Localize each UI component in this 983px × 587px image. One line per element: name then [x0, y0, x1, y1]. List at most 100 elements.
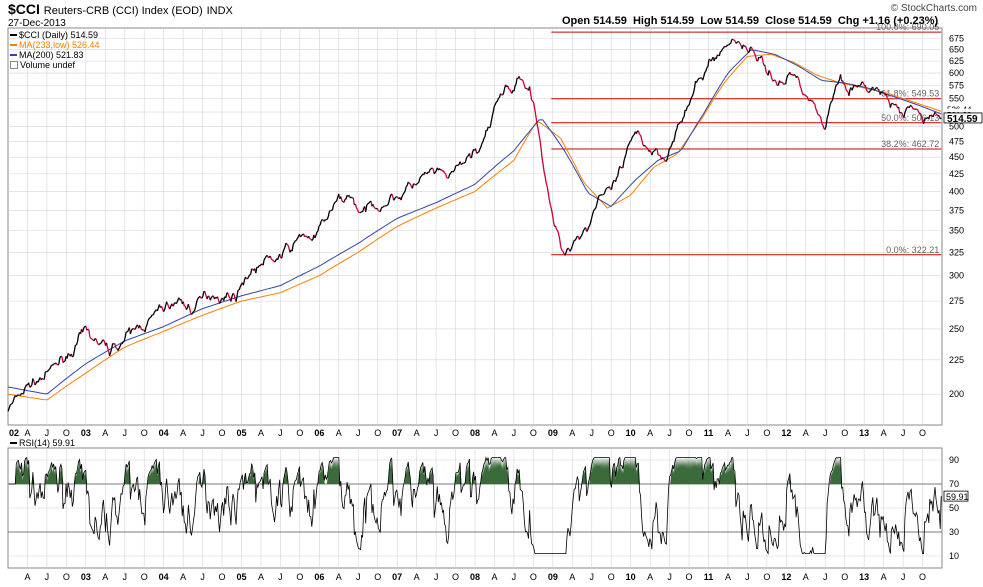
- ma200-line: [7, 49, 942, 395]
- rsi-x-tick-label: O: [919, 572, 926, 582]
- main-x-tick-label: J: [512, 428, 517, 438]
- rsi-overbought-fill: [423, 466, 427, 484]
- fib-label: 38.2%: 462.72: [881, 139, 939, 149]
- main-x-tick-label: J: [45, 428, 50, 438]
- legend-ma200-text: MA(200) 521.83: [19, 50, 84, 60]
- legend-volume-text: Volume undef: [20, 60, 76, 70]
- main-y-tick-label: 400: [949, 187, 964, 197]
- rsi-x-tick-label: O: [763, 572, 770, 582]
- price-tag: 514.59: [947, 114, 978, 125]
- legend-volume-swatch: [10, 61, 18, 69]
- main-x-tick-label: O: [608, 428, 615, 438]
- rsi-x-tick-label: J: [356, 572, 361, 582]
- main-x-tick-label: O: [686, 428, 693, 438]
- main-y-tick-label: 425: [949, 169, 964, 179]
- main-x-tick-label: O: [919, 428, 926, 438]
- legend-ma200: MA(200) 521.83: [10, 50, 100, 60]
- main-y-tick-label: 200: [949, 389, 964, 399]
- price-line-down: [14, 38, 941, 398]
- main-y-tick-label: 500: [949, 121, 964, 131]
- low-value: 514.59: [725, 15, 759, 27]
- rsi-x-tick-label: 10: [626, 572, 636, 582]
- rsi-overbought-fill: [202, 469, 206, 484]
- rsi-line: [9, 456, 942, 556]
- chg-label: Chg: [837, 15, 860, 27]
- main-x-tick-label: A: [24, 428, 30, 438]
- main-x-tick-label: J: [823, 428, 828, 438]
- legend-volume: Volume undef: [10, 60, 100, 70]
- rsi-y-tick-label: 90: [949, 455, 959, 465]
- fib-label: 0.0%: 322.21: [886, 245, 939, 255]
- rsi-x-tick-label: J: [512, 572, 517, 582]
- main-x-tick-label: 07: [392, 428, 402, 438]
- main-x-tick-label: O: [296, 428, 303, 438]
- main-x-tick-label: A: [258, 428, 264, 438]
- main-x-tick-label: O: [841, 428, 848, 438]
- rsi-x-tick-label: A: [180, 572, 186, 582]
- rsi-x-tick-label: J: [278, 572, 283, 582]
- main-y-tick-label: 375: [949, 205, 964, 215]
- rsi-y-tick-label: 70: [949, 479, 959, 489]
- price-tag-box: [944, 103, 982, 114]
- main-y-tick-label: 650: [949, 45, 964, 55]
- high-label: High: [632, 15, 658, 27]
- main-y-tick-label: 675: [949, 34, 964, 44]
- legend-ma233: MA(233,low) 526.44: [10, 40, 100, 50]
- chart-symbol: $CCI Reuters-CRB (CCI) Index (EOD) INDX: [8, 1, 233, 17]
- main-x-tick-label: O: [219, 428, 226, 438]
- brand-watermark: © StockCharts.com: [890, 3, 977, 14]
- rsi-overbought-fill: [19, 462, 23, 484]
- main-x-tick-label: 11: [704, 428, 714, 438]
- main-x-tick-label: J: [590, 428, 595, 438]
- rsi-y-tick-label: 50: [949, 503, 959, 513]
- main-x-tick-label: 09: [548, 428, 558, 438]
- legend-price: $CCI (Daily) 514.59: [10, 30, 100, 40]
- rsi-x-tick-label: J: [901, 572, 906, 582]
- legend-ma233-text: MA(233,low) 526.44: [19, 40, 100, 50]
- rsi-x-tick-label: 04: [159, 572, 169, 582]
- rsi-x-tick-label: 08: [470, 572, 480, 582]
- rsi-x-tick-label: A: [102, 572, 108, 582]
- rsi-x-tick-label: A: [414, 572, 420, 582]
- rsi-x-tick-label: O: [219, 572, 226, 582]
- close-value: 514.59: [798, 15, 832, 27]
- main-x-tick-label: J: [901, 428, 906, 438]
- main-x-tick-label: O: [530, 428, 537, 438]
- rsi-x-tick-label: A: [725, 572, 731, 582]
- rsi-x-tick-label: J: [45, 572, 50, 582]
- main-x-tick-label: 06: [314, 428, 324, 438]
- main-x-tick-label: O: [141, 428, 148, 438]
- main-x-tick-label: A: [803, 428, 809, 438]
- rsi-x-tick-label: J: [823, 572, 828, 582]
- legend-ma233-swatch: [10, 44, 17, 46]
- main-x-tick-label: 12: [781, 428, 791, 438]
- fib-label: 61.8%: 549.53: [881, 89, 939, 99]
- main-x-tick-label: J: [745, 428, 750, 438]
- main-y-tick-label: 550: [949, 93, 964, 103]
- rsi-x-tick-label: J: [667, 572, 672, 582]
- rsi-value-box: [943, 490, 969, 502]
- rsi-x-tick-label: 05: [236, 572, 246, 582]
- rsi-panel: A J O 03 A J O 04 A J O 05 A J O 06 A J O 07 A J O 08 A J O 09 A J O 10…: [7, 447, 969, 582]
- main-y-tick-label: 325: [949, 247, 964, 257]
- main-x-tick-label: J: [123, 428, 128, 438]
- rsi-x-tick-label: O: [841, 572, 848, 582]
- rsi-x-tick-label: A: [258, 572, 264, 582]
- rsi-x-tick-label: A: [647, 572, 653, 582]
- ohlc-readout: Open 514.59 High 514.59 Low 514.59 Close…: [562, 15, 938, 27]
- open-label: Open: [562, 15, 591, 27]
- main-x-tick-label: O: [763, 428, 770, 438]
- main-x-tick-label: O: [452, 428, 459, 438]
- rsi-legend: RSI(14) 59.91: [10, 438, 75, 448]
- rsi-overbought-fill: [472, 471, 476, 484]
- main-x-tick-label: A: [725, 428, 731, 438]
- main-x-tick-label: A: [647, 428, 653, 438]
- main-x-tick-label: J: [278, 428, 283, 438]
- low-label: Low: [700, 15, 723, 27]
- rsi-x-tick-label: J: [745, 572, 750, 582]
- rsi-x-tick-label: O: [296, 572, 303, 582]
- rsi-overbought-fill: [44, 473, 48, 484]
- rsi-x-tick-label: A: [491, 572, 497, 582]
- main-y-tick-label: 600: [949, 68, 964, 78]
- rsi-x-tick-label: J: [434, 572, 439, 582]
